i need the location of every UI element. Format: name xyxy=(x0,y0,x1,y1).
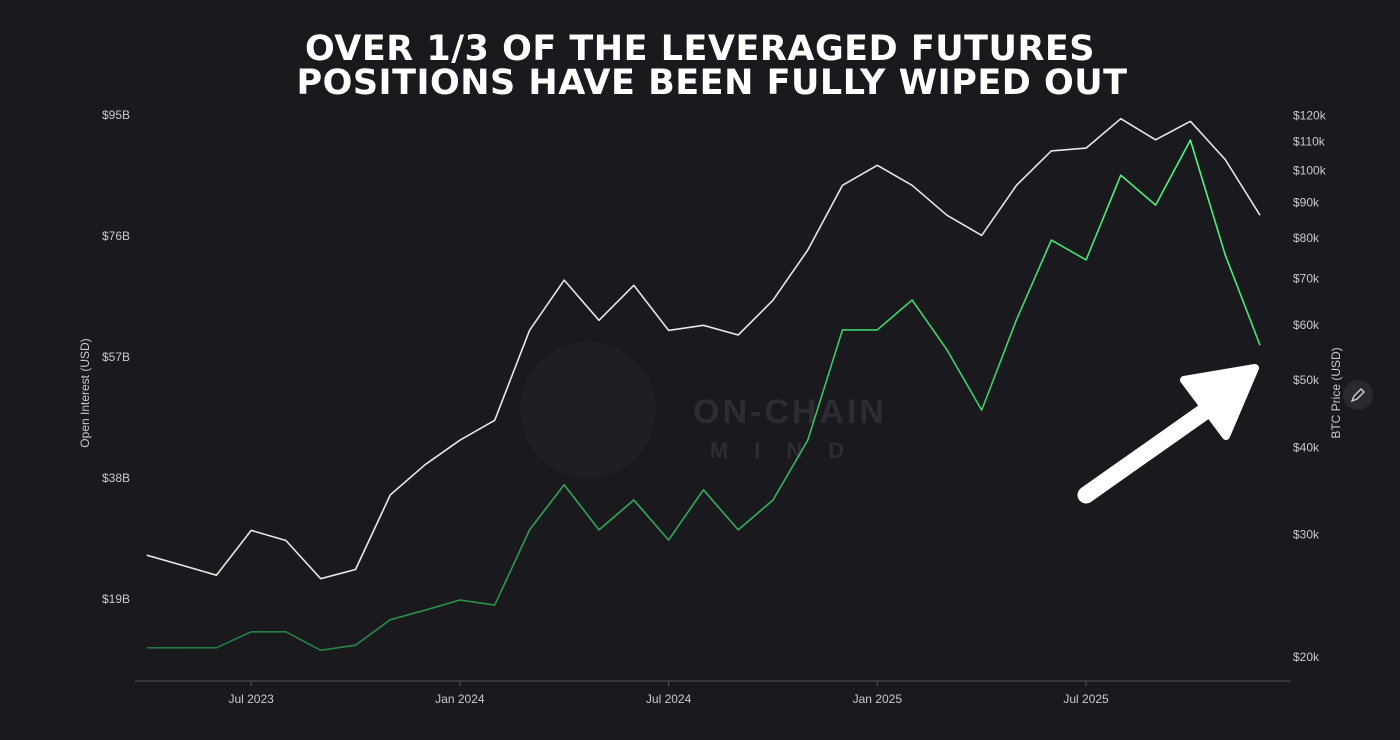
chart-title: POSITIONS HAVE BEEN FULLY WIPED OUT xyxy=(296,63,1127,103)
y2-tick-label: $20k xyxy=(1293,650,1320,664)
series-line xyxy=(146,139,1261,652)
watermark: MIND xyxy=(710,438,870,463)
series-line xyxy=(146,117,1261,580)
y2-tick-label: $30k xyxy=(1293,528,1320,542)
y2-tick-label: $50k xyxy=(1293,373,1320,387)
y2-tick-label: $40k xyxy=(1293,441,1320,455)
y-tick-label: $38B xyxy=(102,471,130,485)
y-axis-label: Open Interest (USD) xyxy=(78,338,92,447)
x-tick-label: Jul 2025 xyxy=(1063,692,1109,706)
y2-tick-label: $80k xyxy=(1293,231,1320,245)
watermark-logo xyxy=(520,342,656,478)
y-tick-label: $57B xyxy=(102,350,130,364)
y2-tick-label: $120k xyxy=(1293,108,1327,122)
y-tick-label: $76B xyxy=(102,229,130,243)
edit-icon xyxy=(1350,388,1365,403)
chart-title: OVER 1/3 OF THE LEVERAGED FUTURES xyxy=(305,29,1095,69)
arrow xyxy=(1077,393,1227,504)
x-tick-label: Jul 2023 xyxy=(228,692,274,706)
x-tick-label: Jul 2024 xyxy=(646,692,692,706)
y-tick-label: $95B xyxy=(102,108,130,122)
y-tick-label: $19B xyxy=(102,592,130,606)
x-tick-label: Jan 2025 xyxy=(853,692,903,706)
y2-tick-label: $90k xyxy=(1293,195,1320,209)
edit-button[interactable] xyxy=(1343,380,1373,410)
x-tick-label: Jan 2024 xyxy=(435,692,485,706)
watermark: ON-CHAIN xyxy=(693,393,887,431)
y2-tick-label: $100k xyxy=(1293,164,1327,178)
y2-axis-label: BTC Price (USD) xyxy=(1329,347,1343,438)
y2-tick-label: $70k xyxy=(1293,271,1320,285)
y2-tick-label: $60k xyxy=(1293,318,1320,332)
y2-tick-label: $110k xyxy=(1293,135,1326,149)
arrow-head xyxy=(1180,364,1259,440)
